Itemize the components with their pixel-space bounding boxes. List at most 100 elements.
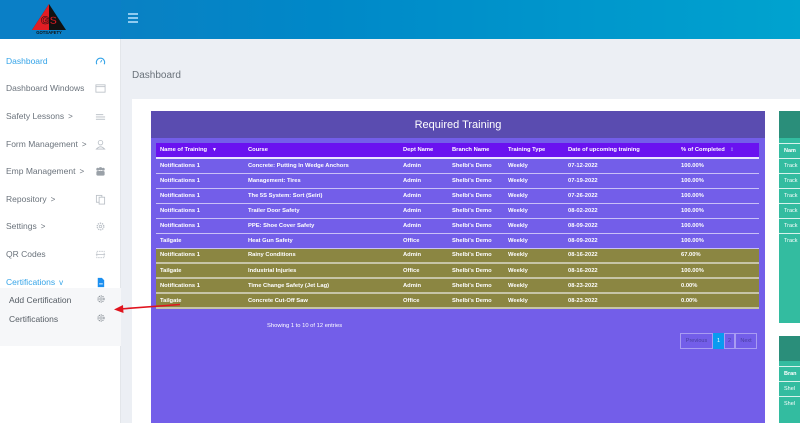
sidebar-item-dashboard-windows[interactable]: Dashboard Windows (0, 75, 121, 101)
document-icon (97, 277, 105, 287)
chevron-right-icon: > (68, 112, 73, 121)
sidebar-item-repository[interactable]: Repository > (0, 186, 121, 212)
cell-dept: Office (399, 263, 448, 279)
cell-name: Notifications 1 (156, 248, 244, 264)
cell-course: The 5S System: Sort (Seiri) (244, 188, 399, 204)
cell-type: Weekly (504, 248, 564, 264)
table-row[interactable]: Tailgate Industrial Injuries Office Shelbi'… (156, 263, 759, 279)
column-header-training-type[interactable]: Training Type (504, 143, 564, 159)
cell-course: Time Change Safety (Jet Lag) (244, 278, 399, 294)
table-row[interactable]: Tailgate Concrete Cut-Off Saw Office Shelbi… (156, 293, 759, 309)
sidebar-item-label: Dashboard Windows (6, 83, 85, 93)
column-header-percent-completed[interactable]: % of Completed ⇕ (677, 143, 759, 159)
tracking-row: Track (779, 173, 800, 188)
sidebar-item-label: Settings > (6, 221, 46, 231)
column-header-name-of-training[interactable]: Name of Training ▼ (156, 143, 244, 159)
chevron-right-icon: > (40, 222, 46, 231)
tracking-row: Track (779, 188, 800, 203)
table-row[interactable]: Notifications 1 Management: Tires Admin She… (156, 173, 759, 189)
cell-date: 07-19-2022 (564, 173, 677, 189)
cell-percent: 100.00% (677, 188, 759, 204)
sidebar-item-certifications[interactable]: Certifications v (0, 269, 121, 295)
chevron-right-icon: > (79, 167, 85, 176)
list-icon (95, 113, 106, 120)
cell-name: Tailgate (156, 233, 244, 249)
chevron-right-icon: > (50, 195, 56, 204)
cell-branch: Shelbi's Demo (448, 233, 504, 249)
pagination-previous-button[interactable]: Previous (680, 333, 713, 349)
window-icon (95, 83, 106, 93)
table-row[interactable]: Tailgate Heat Gun Safety Office Shelbi's De… (156, 233, 759, 249)
gear-icon (97, 295, 105, 303)
column-header-dept-name[interactable]: Dept Name (399, 143, 448, 159)
sidebar-item-safety-lessons[interactable]: Safety Lessons > (0, 103, 121, 129)
sidebar-item-dashboard[interactable]: Dashboard (0, 48, 121, 74)
hamburger-icon[interactable] (128, 13, 138, 23)
cell-course: Trailer Door Safety (244, 203, 399, 219)
sidebar-item-label: QR Codes (6, 249, 46, 259)
tracking-row: Track (779, 233, 800, 248)
cell-name: Notifications 1 (156, 278, 244, 294)
cell-percent: 100.00% (677, 203, 759, 219)
cell-branch: Shelbi's Demo (448, 188, 504, 204)
required-training-panel: Required Training Name of Training ▼ Cour… (151, 111, 765, 423)
pagination-next-button[interactable]: Next (735, 333, 757, 349)
table-row[interactable]: Notifications 1 PPE: Shoe Cover Safety Adm… (156, 218, 759, 234)
cell-type: Weekly (504, 188, 564, 204)
column-header-branch-name[interactable]: Branch Name (448, 143, 504, 159)
sort-desc-icon: ▼ (212, 147, 217, 153)
cell-course: Industrial Injuries (244, 263, 399, 279)
cell-dept: Admin (399, 188, 448, 204)
sidebar-item-form-management[interactable]: Form Management > (0, 131, 121, 157)
required-training-table: Name of Training ▼ Course Dept Name Branc… (156, 143, 759, 309)
cell-percent: 0.00% (677, 278, 759, 294)
svg-text:GS: GS (41, 15, 57, 27)
table-row[interactable]: Notifications 1 Trailer Door Safety Admin S… (156, 203, 759, 219)
cell-percent: 100.00% (677, 233, 759, 249)
svg-text:GOTSAFETY: GOTSAFETY (36, 30, 62, 35)
table-row[interactable]: Notifications 1 Rainy Conditions Admin Shel… (156, 248, 759, 264)
branch-row: Shel (779, 396, 800, 411)
cell-dept: Admin (399, 218, 448, 234)
cell-date: 08-23-2022 (564, 293, 677, 309)
sidebar-item-label: Form Management > (6, 139, 87, 149)
sidebar-item-emp-management[interactable]: Emp Management > (0, 158, 121, 184)
column-header-date[interactable]: Date of upcoming training (564, 143, 677, 159)
cell-dept: Admin (399, 203, 448, 219)
certifications-submenu: Add Certification Certifications (0, 288, 121, 346)
sort-icon: ⇕ (729, 147, 735, 153)
sidebar-item-qr-codes[interactable]: QR Codes (0, 241, 121, 267)
pagination-page-1[interactable]: 1 (713, 333, 724, 349)
logo-area: GS GOTSAFETY (0, 0, 121, 39)
cell-name: Notifications 1 (156, 158, 244, 174)
sidebar-subitem-add-certification[interactable]: Add Certification (0, 291, 121, 311)
gotsafety-logo[interactable]: GS GOTSAFETY (30, 3, 68, 37)
sidebar-subitem-certifications[interactable]: Certifications (0, 310, 121, 330)
column-header-course[interactable]: Course (244, 143, 399, 159)
cell-branch: Shelbi's Demo (448, 278, 504, 294)
cell-date: 08-09-2022 (564, 233, 677, 249)
cell-branch: Shelbi's Demo (448, 293, 504, 309)
sidebar-item-label: Repository > (6, 194, 56, 204)
cell-date: 08-09-2022 (564, 218, 677, 234)
sidebar-item-settings[interactable]: Settings > (0, 213, 121, 239)
cell-branch: Shelbi's Demo (448, 158, 504, 174)
cell-type: Weekly (504, 158, 564, 174)
cell-date: 07-12-2022 (564, 158, 677, 174)
table-row[interactable]: Notifications 1 The 5S System: Sort (Seir… (156, 188, 759, 204)
cell-course: Concrete: Putting In Wedge Anchors (244, 158, 399, 174)
cell-date: 07-26-2022 (564, 188, 677, 204)
pagination-page-2[interactable]: 2 (724, 333, 735, 349)
sidebar-item-label: Certifications v (6, 277, 64, 287)
cell-dept: Admin (399, 173, 448, 189)
cell-type: Weekly (504, 278, 564, 294)
cell-name: Notifications 1 (156, 188, 244, 204)
annotation-arrow-icon (114, 303, 180, 313)
table-row[interactable]: Notifications 1 Concrete: Putting In Wedg… (156, 158, 759, 174)
cell-percent: 0.00% (677, 293, 759, 309)
cell-percent: 100.00% (677, 263, 759, 279)
cell-type: Weekly (504, 233, 564, 249)
pagination: Previous 1 2 Next (680, 333, 757, 349)
table-row[interactable]: Notifications 1 Time Change Safety (Jet L… (156, 278, 759, 294)
cell-branch: Shelbi's Demo (448, 203, 504, 219)
